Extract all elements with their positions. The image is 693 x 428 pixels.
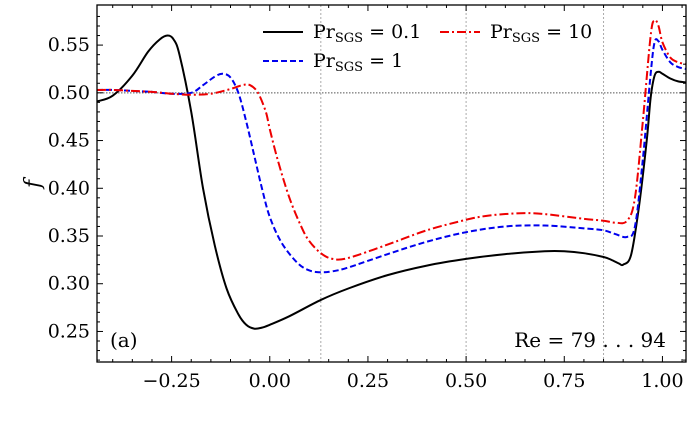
series-line-0 (97, 34, 686, 330)
x-tick-label: 0.50 (445, 370, 487, 392)
reference-lines (97, 5, 686, 362)
x-tick-label: −0.25 (142, 370, 200, 392)
y-tick-label: 0.30 (48, 273, 90, 295)
y-axis-label: f (21, 176, 46, 190)
series-line-2 (97, 18, 686, 261)
y-tick-label: 0.50 (48, 82, 90, 104)
x-tick-label: 0.25 (347, 370, 389, 392)
y-axis: 0.25 0.30 0.35 0.40 0.45 0.50 0.55 (48, 15, 686, 361)
legend-label-1: PrSGS = 1 (313, 50, 403, 75)
reynolds-annotation: Re = 79 . . . 94 (514, 328, 666, 352)
series-line-1 (97, 38, 686, 274)
y-tick-label: 0.40 (48, 177, 90, 199)
y-tick-label: 0.25 (48, 320, 90, 342)
x-tick-label: 0.75 (543, 370, 585, 392)
y-tick-label: 0.55 (48, 34, 90, 56)
panel-label: (a) (110, 328, 138, 352)
plot-frame (96, 4, 687, 363)
series-group (97, 18, 686, 330)
legend: PrSGS = 0.1 PrSGS = 1 PrSGS = 10 (263, 21, 592, 75)
x-axis: −0.25 0.00 0.25 0.50 0.75 1.00 (112, 5, 684, 392)
legend-label-0: PrSGS = 0.1 (313, 21, 421, 46)
y-tick-label: 0.45 (48, 130, 90, 152)
x-tick-label: 0.00 (249, 370, 291, 392)
legend-label-2: PrSGS = 10 (490, 21, 592, 46)
y-tick-label: 0.35 (48, 225, 90, 247)
x-tick-label: 1.00 (641, 370, 683, 392)
